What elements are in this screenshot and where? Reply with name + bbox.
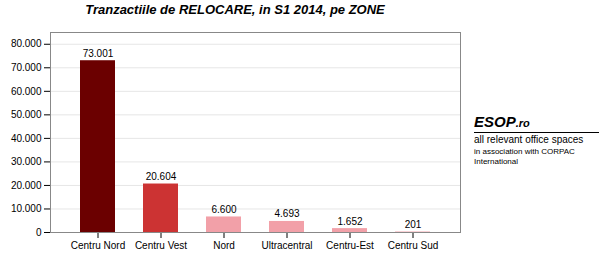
svg-text:73.001: 73.001	[83, 48, 114, 59]
svg-text:1.652: 1.652	[337, 216, 362, 227]
html-text:Tranzactiile de RELOCARE, in S: Tranzactiile de RELOCARE, in S1 2014, pe…	[85, 2, 385, 17]
html-text:ESOP.ro: ESOP.ro	[474, 112, 530, 130]
svg-text:50.000: 50.000	[11, 109, 42, 120]
svg-text:Centru Sud: Centru Sud	[388, 240, 439, 251]
svg-text:201: 201	[405, 219, 422, 230]
svg-text:80.000: 80.000	[11, 38, 42, 49]
html-text:in association with CORPAC Int: in association with CORPAC International	[474, 146, 575, 167]
svg-text:Centru Vest: Centru Vest	[135, 240, 187, 251]
svg-text:Centru Nord: Centru Nord	[71, 240, 125, 251]
svg-text:40.000: 40.000	[11, 133, 42, 144]
svg-text:4.693: 4.693	[274, 208, 299, 219]
svg-text:Ultracentral: Ultracentral	[261, 240, 312, 251]
svg-text:20.604: 20.604	[146, 171, 177, 182]
svg-text:Centru-Est: Centru-Est	[326, 240, 374, 251]
svg-text:20.000: 20.000	[11, 180, 42, 191]
svg-text:30.000: 30.000	[11, 156, 42, 167]
svg-text:10.000: 10.000	[11, 203, 42, 214]
svg-text:Nord: Nord	[213, 240, 235, 251]
svg-text:60.000: 60.000	[11, 86, 42, 97]
html-text:all relevant office spaces: all relevant office spaces	[474, 134, 584, 146]
svg-text:0: 0	[36, 227, 42, 238]
svg-text:6.600: 6.600	[211, 204, 236, 215]
svg-text:70.000: 70.000	[11, 62, 42, 73]
